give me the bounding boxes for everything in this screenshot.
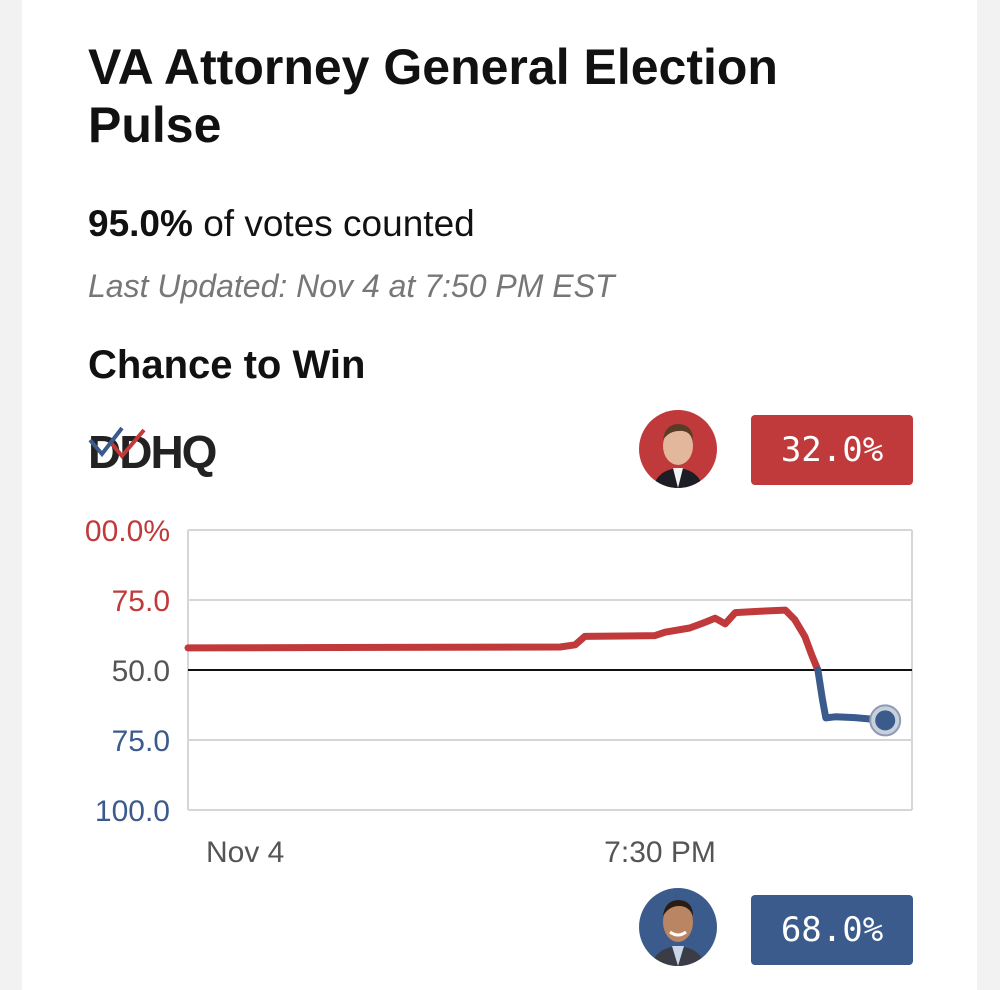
chance-to-win-chart: 100.0% 75.0 50.0 75.0 100.0 Nov 4 7:30 PM <box>68 515 913 869</box>
x-tick-label: 7:30 PM <box>604 836 716 869</box>
section-title: Chance to Win <box>88 343 366 387</box>
current-point <box>875 710 896 731</box>
votes-counted-suffix: of votes counted <box>192 203 475 244</box>
republican-chance-badge: 32.0% <box>751 415 913 485</box>
democrat-chance-badge: 68.0% <box>751 895 913 965</box>
y-tick-label: 100.0% <box>68 515 170 548</box>
votes-counted: 95.0% of votes counted <box>88 203 475 245</box>
candidate-photo-icon <box>651 900 705 966</box>
svg-text:DDHQ: DDHQ <box>88 426 216 478</box>
y-tick-label: 50.0 <box>112 655 170 688</box>
page-edge-left <box>0 0 22 990</box>
republican-candidate-avatar <box>639 410 717 488</box>
republican-line <box>184 606 822 674</box>
last-updated: Last Updated: Nov 4 at 7:50 PM EST <box>88 268 615 304</box>
y-tick-label: 75.0 <box>112 585 170 618</box>
y-tick-label: 100.0 <box>95 795 170 828</box>
candidate-photo-icon <box>653 424 703 488</box>
democrat-candidate-avatar <box>639 888 717 966</box>
ddhq-logo: DDHQ <box>88 418 238 478</box>
y-tick-label: 75.0 <box>112 725 170 758</box>
page-title: VA Attorney General Election Pulse <box>88 39 778 153</box>
votes-counted-pct: 95.0% <box>88 203 193 244</box>
democrat-line <box>814 666 889 724</box>
page-edge-right <box>977 0 1000 990</box>
x-tick-label: Nov 4 <box>206 836 284 869</box>
